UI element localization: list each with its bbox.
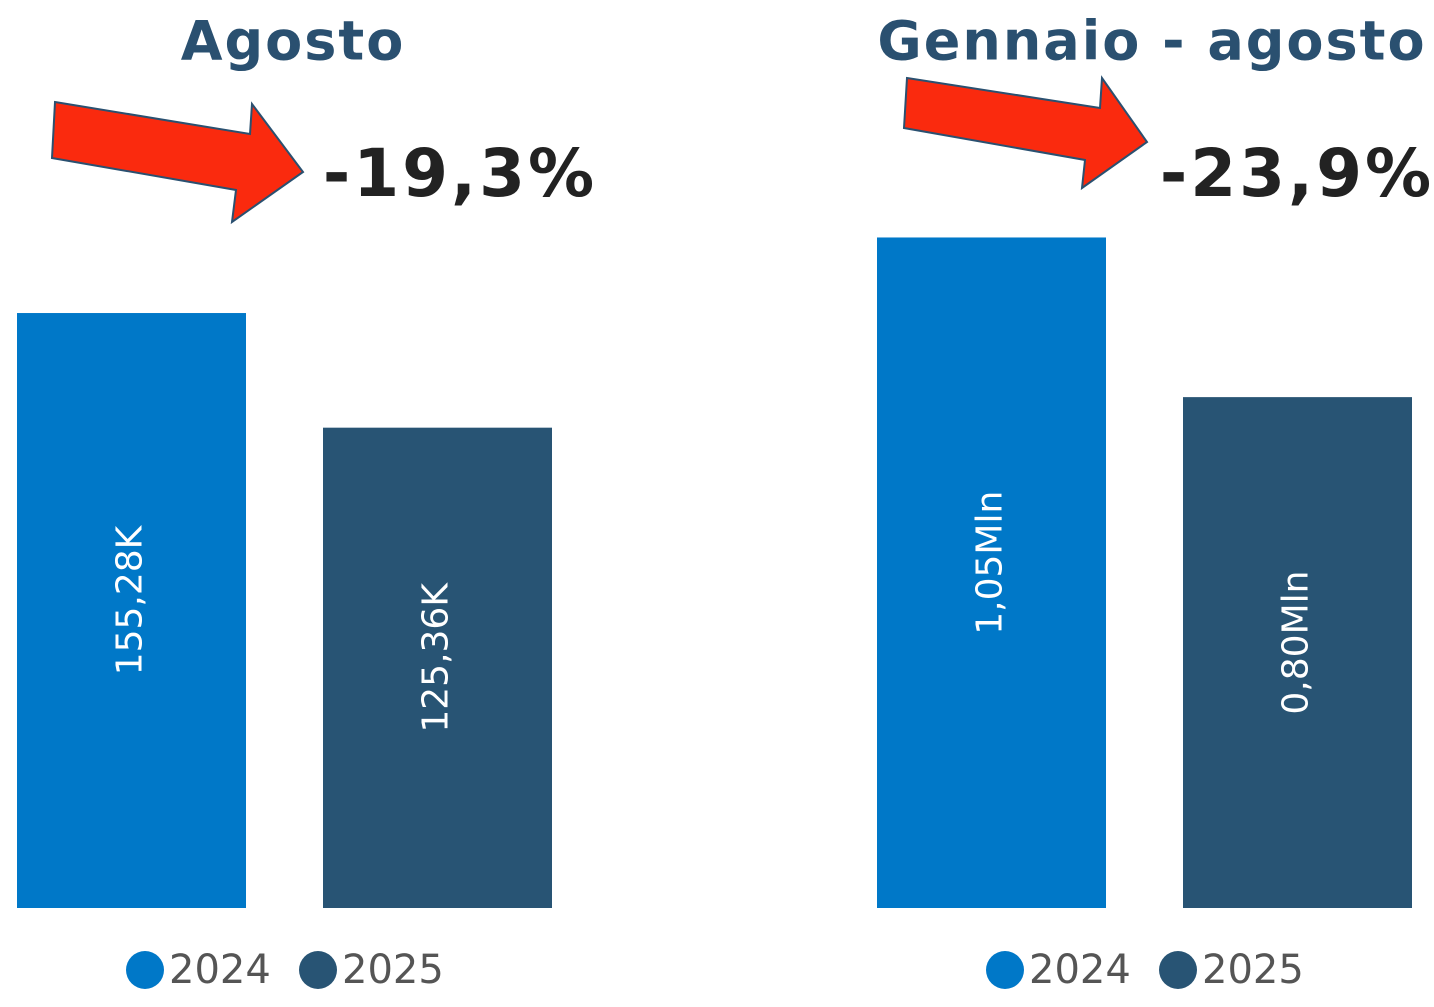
- bar: [17, 313, 246, 908]
- legend-marker: [126, 951, 164, 989]
- bar: [1183, 397, 1412, 908]
- legend-marker: [299, 951, 337, 989]
- legend-label: 2025: [1202, 947, 1304, 993]
- value-label: 0,80Mln: [1276, 571, 1317, 715]
- arrow: [50, 100, 305, 225]
- chart-title: Gennaio - agosto: [877, 10, 1426, 73]
- legend-label: 2025: [342, 947, 444, 993]
- annotation: -19,3%: [323, 135, 597, 212]
- chart-title: Agosto: [181, 10, 406, 73]
- legend-marker: [1159, 951, 1197, 989]
- value-label: 1,05Mln: [970, 491, 1011, 635]
- legend-label: 2024: [169, 947, 271, 993]
- bar: [323, 427, 552, 908]
- value-label: 125,36K: [416, 582, 457, 733]
- bar: [877, 237, 1106, 908]
- annotation: -23,9%: [1160, 135, 1434, 212]
- legend-marker: [986, 951, 1024, 989]
- value-label: 155,28K: [110, 524, 151, 675]
- legend-label: 2024: [1029, 947, 1131, 993]
- arrow: [902, 75, 1149, 191]
